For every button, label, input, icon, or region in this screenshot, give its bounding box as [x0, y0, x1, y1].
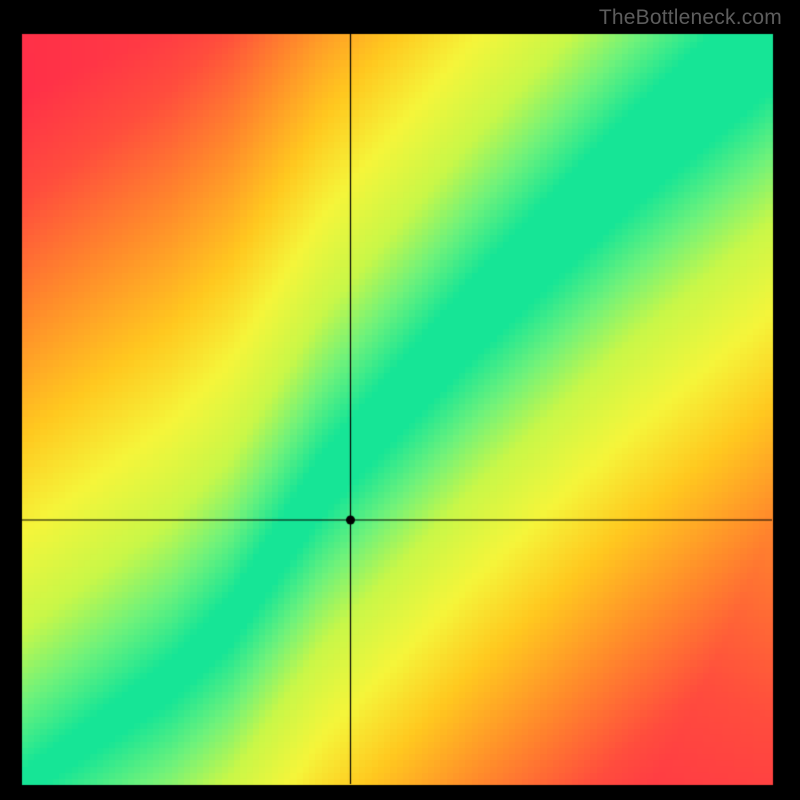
chart-container: TheBottleneck.com: [0, 0, 800, 800]
watermark-text: TheBottleneck.com: [599, 6, 782, 30]
bottleneck-heatmap: [0, 0, 800, 800]
